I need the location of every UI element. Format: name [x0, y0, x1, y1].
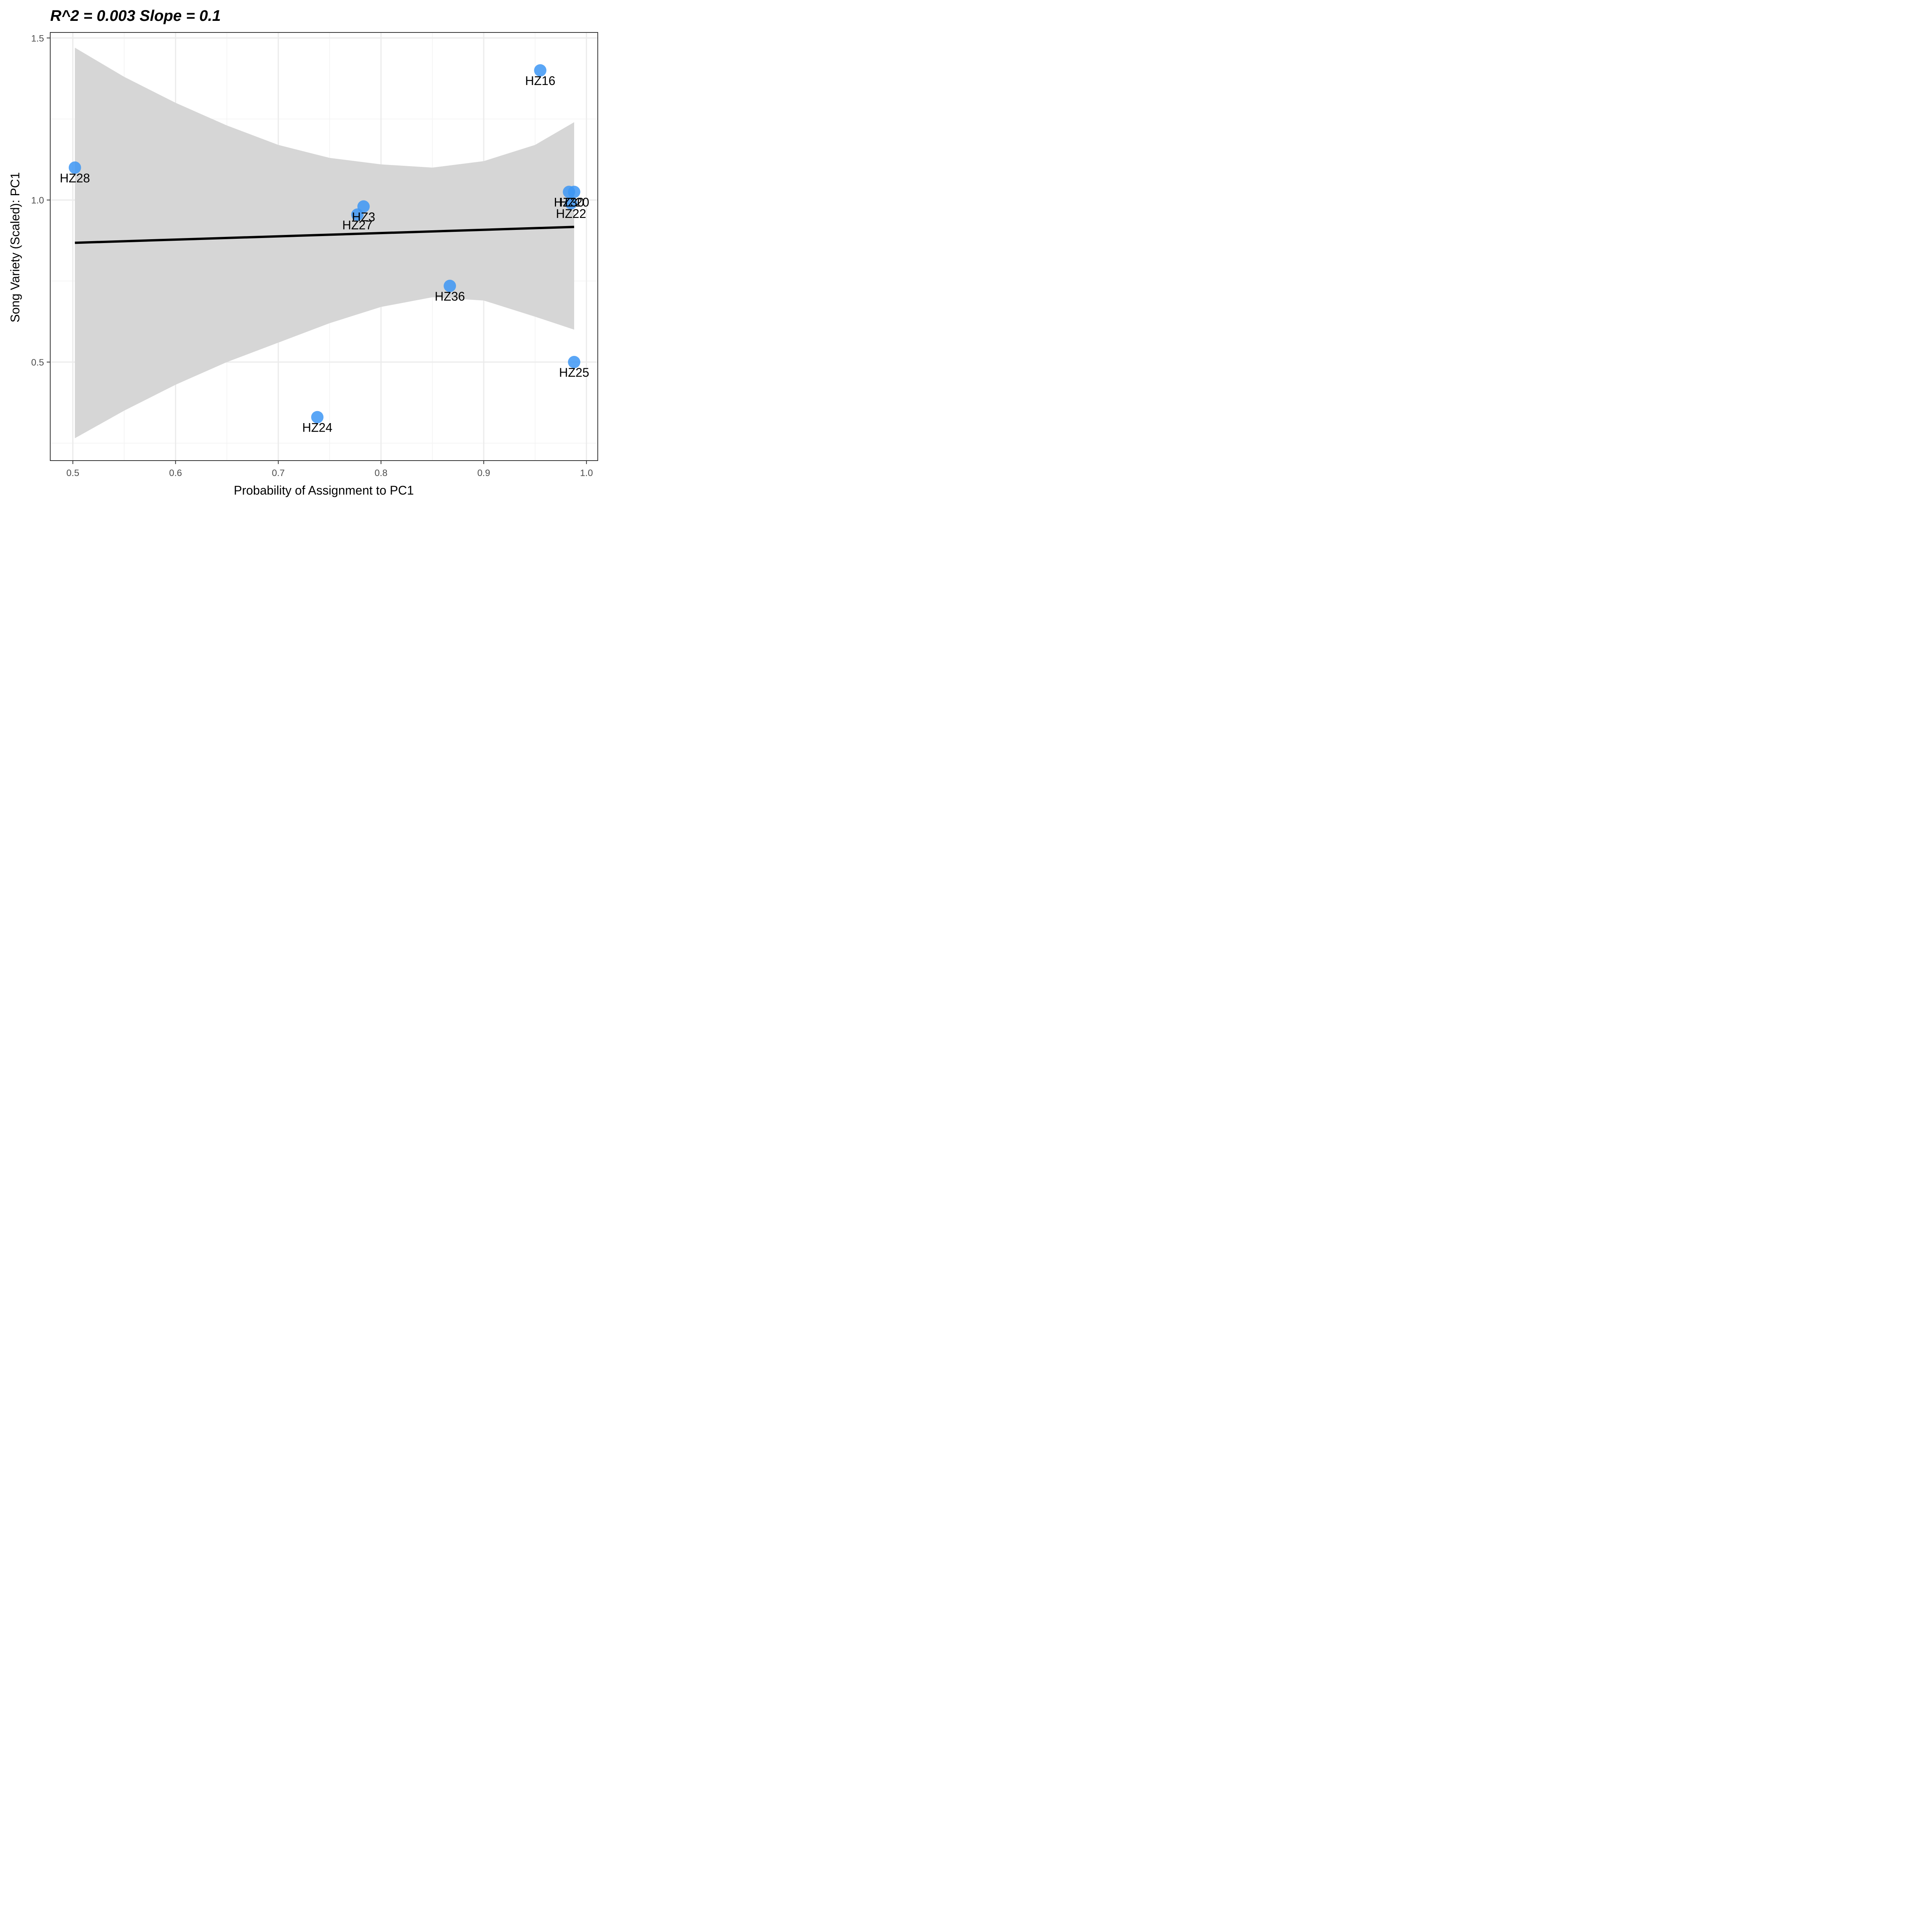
- confidence-band: [75, 48, 574, 439]
- point-label: HZ20: [559, 196, 589, 209]
- y-tick-label: 1.5: [31, 33, 44, 44]
- x-tick-label: 0.6: [169, 468, 182, 478]
- point-label: HZ28: [60, 171, 90, 185]
- y-tick-label: 1.0: [31, 196, 44, 206]
- data-point: [444, 279, 456, 292]
- x-tick-label: 0.5: [66, 468, 79, 478]
- data-point: [68, 161, 81, 174]
- scatter-chart: R^2 = 0.003 Slope = 0.1 HZ28HZ3HZ27HZ24H…: [8, 7, 598, 497]
- x-tick-label: 0.8: [374, 468, 387, 478]
- point-label: HZ36: [435, 289, 465, 303]
- data-point: [565, 197, 577, 210]
- point-label: HZ30: [554, 196, 584, 209]
- point-label: HZ24: [302, 421, 332, 435]
- point-label: HZ22: [556, 207, 586, 221]
- point-label: HZ25: [559, 366, 589, 379]
- chart-title: R^2 = 0.003 Slope = 0.1: [50, 7, 221, 24]
- point-label: HZ3: [352, 210, 375, 224]
- data-point: [568, 185, 580, 198]
- x-tick-label: 0.9: [477, 468, 490, 478]
- x-axis-title: Probability of Assignment to PC1: [234, 483, 414, 497]
- panel-border: [50, 32, 598, 461]
- data-point: [311, 411, 324, 423]
- x-tick-label: 1.0: [580, 468, 593, 478]
- regression-line: [75, 226, 574, 244]
- x-tick-label: 0.7: [272, 468, 285, 478]
- point-label: HZ16: [525, 74, 555, 88]
- point-label: HZ27: [342, 218, 372, 232]
- data-point: [534, 64, 547, 77]
- y-tick-label: 0.5: [31, 357, 44, 368]
- data-point: [351, 208, 364, 221]
- y-axis-title: Song Variety (Scaled): PC1: [8, 172, 22, 323]
- data-point: [568, 356, 580, 369]
